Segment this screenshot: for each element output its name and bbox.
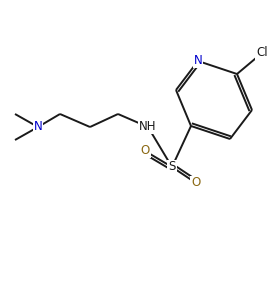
Text: O: O — [140, 144, 150, 158]
Text: O: O — [191, 177, 201, 190]
Text: Cl: Cl — [256, 47, 268, 60]
Text: NH: NH — [139, 121, 157, 134]
Text: N: N — [194, 55, 202, 68]
Text: N: N — [34, 121, 42, 134]
Text: S: S — [168, 160, 176, 173]
